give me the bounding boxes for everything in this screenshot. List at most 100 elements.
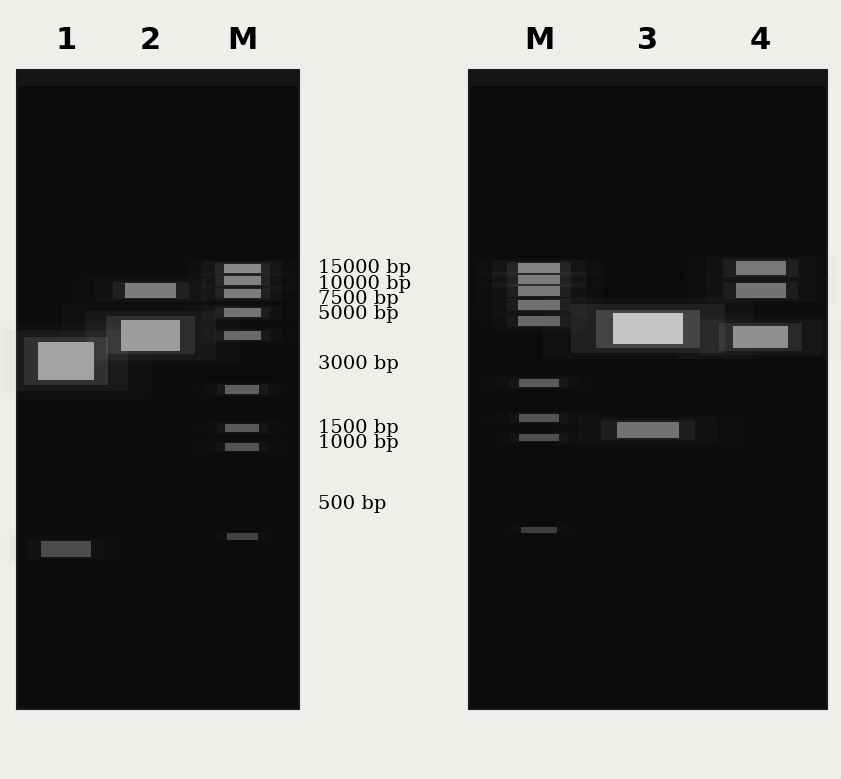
Bar xyxy=(121,320,180,351)
Text: 2: 2 xyxy=(140,26,161,55)
Bar xyxy=(202,261,283,275)
Bar xyxy=(700,319,822,355)
Bar xyxy=(595,310,701,348)
Bar xyxy=(86,311,216,360)
Bar xyxy=(519,379,558,387)
Bar xyxy=(678,315,841,359)
Bar xyxy=(733,326,788,348)
Bar xyxy=(469,70,827,709)
Bar xyxy=(217,423,267,432)
Bar xyxy=(685,277,836,305)
Bar xyxy=(205,421,279,434)
Bar xyxy=(4,330,128,391)
Bar xyxy=(706,257,816,280)
Bar xyxy=(225,386,259,393)
Bar xyxy=(492,313,586,329)
Bar xyxy=(616,421,680,438)
Bar xyxy=(474,281,603,301)
Bar xyxy=(225,443,259,451)
Text: 5000 bp: 5000 bp xyxy=(318,305,399,323)
Bar xyxy=(554,414,742,446)
Bar xyxy=(125,284,176,298)
Bar xyxy=(480,375,598,391)
Text: 7500 bp: 7500 bp xyxy=(318,290,399,308)
Bar xyxy=(519,414,558,422)
Bar xyxy=(188,326,297,344)
Bar xyxy=(188,285,297,302)
Bar xyxy=(474,270,603,289)
Text: 10000 bp: 10000 bp xyxy=(318,275,411,293)
Bar xyxy=(492,260,586,276)
Bar xyxy=(17,70,299,709)
Bar xyxy=(217,442,267,452)
Bar xyxy=(0,534,142,566)
Bar xyxy=(579,417,717,442)
Bar xyxy=(512,526,566,534)
Bar xyxy=(214,288,270,299)
Bar xyxy=(706,279,816,301)
Bar xyxy=(224,308,261,317)
Bar xyxy=(474,295,603,315)
Bar xyxy=(510,432,569,442)
Bar xyxy=(205,382,279,397)
Bar xyxy=(517,287,560,296)
Bar xyxy=(40,541,92,557)
Bar xyxy=(224,331,261,340)
Bar xyxy=(685,254,836,282)
Text: 1500 bp: 1500 bp xyxy=(318,419,399,437)
Bar xyxy=(495,376,582,390)
Bar xyxy=(492,272,586,287)
Bar xyxy=(507,299,571,311)
Text: 4: 4 xyxy=(750,26,771,55)
Bar xyxy=(214,330,270,340)
Bar xyxy=(214,307,270,319)
Bar xyxy=(225,424,259,432)
Bar xyxy=(205,441,279,453)
Bar xyxy=(519,434,558,441)
Bar xyxy=(492,298,586,313)
Bar xyxy=(17,70,299,86)
Bar xyxy=(106,316,195,354)
Bar xyxy=(224,263,261,273)
Text: 500 bp: 500 bp xyxy=(318,495,386,513)
Bar xyxy=(188,272,297,290)
Bar xyxy=(24,337,108,385)
Text: 3: 3 xyxy=(637,26,659,55)
Bar xyxy=(521,527,557,534)
Bar xyxy=(517,263,560,273)
Bar xyxy=(28,539,104,559)
Bar xyxy=(480,411,598,426)
Text: M: M xyxy=(524,26,554,55)
Bar xyxy=(517,275,560,284)
Bar xyxy=(202,287,283,301)
Bar xyxy=(507,285,571,297)
Bar xyxy=(736,284,785,298)
Text: M: M xyxy=(227,26,257,55)
Bar xyxy=(188,259,297,277)
Bar xyxy=(208,531,277,541)
Bar xyxy=(492,284,586,299)
Bar xyxy=(202,273,283,288)
Bar xyxy=(219,532,266,541)
Bar xyxy=(75,277,227,305)
Bar xyxy=(485,523,593,537)
Bar xyxy=(500,525,579,535)
Bar xyxy=(214,263,270,273)
Bar xyxy=(192,381,293,398)
Bar xyxy=(192,420,293,435)
Bar xyxy=(723,259,798,277)
Bar xyxy=(474,312,603,331)
Text: 3000 bp: 3000 bp xyxy=(318,355,399,373)
Bar xyxy=(0,323,151,399)
Bar xyxy=(736,261,785,275)
Bar xyxy=(495,432,582,443)
Bar xyxy=(601,420,695,439)
Bar xyxy=(95,279,206,301)
Bar xyxy=(217,384,267,395)
Bar xyxy=(474,259,603,278)
Bar xyxy=(38,341,94,380)
Bar xyxy=(507,315,571,327)
Bar xyxy=(510,378,569,388)
Bar xyxy=(723,282,798,299)
Bar xyxy=(202,328,283,342)
